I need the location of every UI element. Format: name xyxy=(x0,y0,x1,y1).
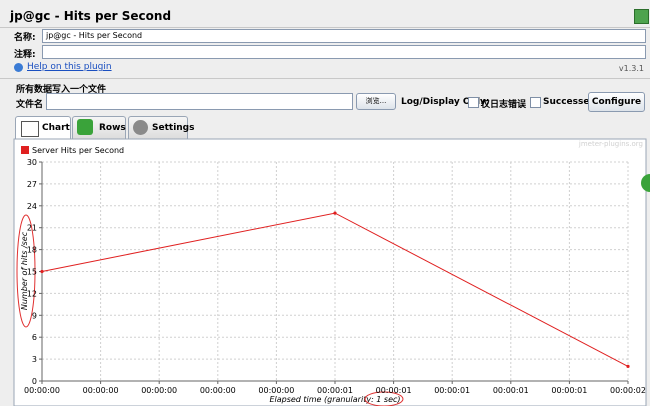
successes-checkbox[interactable] xyxy=(530,97,541,108)
comment-input[interactable] xyxy=(42,45,646,59)
tab[interactable]: Rows xyxy=(72,116,126,139)
tab[interactable]: Settings xyxy=(128,116,194,139)
x-tick-label: 00:00:00 xyxy=(24,386,60,395)
file-label: 文件名 xyxy=(16,100,44,110)
x-tick-label: 00:00:00 xyxy=(200,386,236,395)
file-input[interactable] xyxy=(46,93,353,110)
y-tick-label: 21 xyxy=(27,224,37,233)
configure-button[interactable]: Configure xyxy=(588,92,645,112)
version: v1.3.1 xyxy=(618,64,644,73)
comment-label: 注释: xyxy=(14,50,36,60)
y-tick-label: 24 xyxy=(27,202,37,211)
tab-label: Chart xyxy=(42,123,70,133)
chart-icon xyxy=(21,121,39,137)
tab-label: Rows xyxy=(99,123,126,133)
separator xyxy=(0,27,650,28)
data-point xyxy=(40,269,44,274)
legend-swatch xyxy=(21,146,29,154)
x-tick-label: 00:00:01 xyxy=(493,386,529,395)
y-tick-label: 15 xyxy=(27,268,37,277)
annotation-ellipse xyxy=(364,391,404,406)
y-tick-label: 18 xyxy=(27,246,37,255)
settings-icon xyxy=(133,120,148,135)
data-point xyxy=(626,364,630,368)
x-tick-label: 00:00:01 xyxy=(376,386,412,395)
y-tick-label: 0 xyxy=(32,377,37,386)
help-link[interactable]: Help on this plugin xyxy=(27,62,112,72)
x-tick-label: 00:00:01 xyxy=(317,386,353,395)
y-tick-label: 6 xyxy=(32,333,37,342)
x-tick-label: 00:00:02 xyxy=(610,386,646,395)
x-tick-label: 00:00:01 xyxy=(551,386,587,395)
x-tick-label: 00:00:00 xyxy=(141,386,177,395)
help-icon xyxy=(14,63,23,72)
x-axis-label: Elapsed time (granularity: 1 sec) xyxy=(269,395,400,404)
errors-label: 仅日志错误 xyxy=(481,100,527,110)
y-tick-label: 9 xyxy=(32,311,37,320)
x-tick-label: 00:00:01 xyxy=(434,386,470,395)
errors-checkbox[interactable] xyxy=(468,97,479,108)
data-point xyxy=(333,211,337,215)
y-tick-label: 27 xyxy=(27,180,37,189)
chart-panel xyxy=(13,138,647,406)
successes-label: Successes xyxy=(543,97,595,107)
side-handle xyxy=(641,174,650,192)
x-tick-label: 00:00:00 xyxy=(258,386,294,395)
legend-label: Server Hits per Second xyxy=(32,146,124,155)
window-title: jp@gc - Hits per Second xyxy=(10,9,172,23)
watermark: jmeter-plugins.org xyxy=(578,140,643,148)
tab-label: Settings xyxy=(152,123,195,133)
expand-icon[interactable] xyxy=(634,9,649,24)
tab[interactable]: Chart xyxy=(15,116,71,140)
y-tick-label: 12 xyxy=(27,289,37,298)
group-title: 所有数据写入一个文件 xyxy=(16,85,107,95)
log-label: Log/Display Only: xyxy=(401,97,490,107)
y-tick-label: 3 xyxy=(32,355,37,364)
y-axis-label: Number of hits /sec xyxy=(20,231,29,310)
browse-button[interactable]: 浏览... xyxy=(356,93,396,110)
name-input[interactable]: jp@gc - Hits per Second xyxy=(42,29,646,43)
rows-icon xyxy=(77,119,93,135)
y-tick-label: 30 xyxy=(27,158,37,167)
separator xyxy=(0,78,650,79)
annotation-ellipse xyxy=(16,214,36,328)
x-tick-label: 00:00:00 xyxy=(83,386,119,395)
name-label: 名称: xyxy=(14,33,36,43)
